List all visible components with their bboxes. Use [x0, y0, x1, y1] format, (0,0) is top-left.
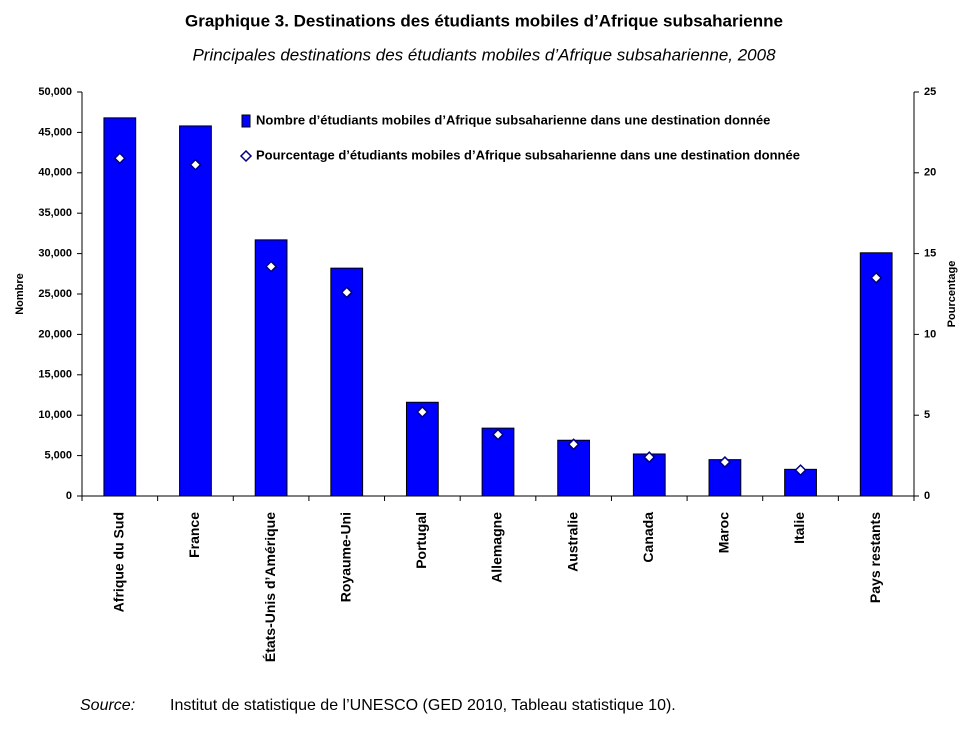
x-tick-label: Portugal — [413, 512, 429, 569]
marker — [794, 464, 807, 477]
y-tick-label: 40,000 — [38, 167, 72, 179]
marker — [491, 428, 505, 441]
x-tick-label: Italie — [791, 512, 807, 544]
y-tick-label: 20,000 — [38, 328, 72, 340]
y-axis-label: Nombre — [14, 273, 26, 315]
marker — [643, 451, 656, 464]
bar — [859, 252, 893, 497]
bar — [330, 267, 364, 497]
marker — [265, 260, 278, 273]
y2-tick-label: 20 — [924, 167, 936, 179]
y-tick-label: 0 — [66, 490, 72, 502]
chart-title: Graphique 3. Destinations des étudiants … — [185, 11, 783, 30]
source-label: Source: — [80, 697, 135, 714]
y2-tick-label: 15 — [924, 248, 936, 260]
marker — [340, 286, 353, 299]
y-tick-label: 5,000 — [44, 450, 72, 462]
x-tick-label: Australie — [564, 512, 580, 572]
y-tick-label: 25,000 — [38, 288, 72, 300]
legend-marker — [239, 149, 253, 163]
chart-subtitle: Principales destinations des étudiants m… — [192, 45, 776, 64]
x-tick-label: Allemagne — [489, 512, 505, 583]
y2-tick-label: 25 — [924, 86, 936, 98]
y-tick-label: 10,000 — [38, 409, 72, 421]
y-tick-label: 35,000 — [38, 207, 72, 219]
bar — [254, 239, 288, 497]
x-tick-label: France — [186, 512, 202, 558]
x-tick-label: Maroc — [716, 512, 732, 553]
y-tick-label: 50,000 — [38, 86, 72, 98]
legend-label: Nombre d’étudiants mobiles d’Afrique sub… — [256, 112, 770, 127]
y2-axis-label: Pourcentage — [946, 261, 958, 328]
x-tick-label: Canada — [640, 512, 656, 563]
y-tick-label: 30,000 — [38, 248, 72, 260]
y2-tick-label: 10 — [924, 328, 936, 340]
y-tick-label: 45,000 — [38, 126, 72, 138]
y2-tick-label: 0 — [924, 490, 930, 502]
source-text: Institut de statistique de l’UNESCO (GED… — [170, 697, 676, 714]
x-tick-label: Afrique du Sud — [111, 512, 127, 612]
marker — [189, 158, 202, 171]
y-tick-label: 15,000 — [38, 369, 72, 381]
marker — [416, 405, 429, 419]
x-tick-label: États-Unis d’Amérique — [262, 512, 278, 662]
marker — [718, 456, 731, 469]
legend-label: Pourcentage d’étudiants mobiles d’Afriqu… — [256, 147, 800, 162]
legend-swatch — [241, 114, 251, 128]
x-tick-label: Royaume-Uni — [337, 512, 353, 602]
marker — [113, 152, 126, 165]
marker — [567, 438, 580, 451]
bar — [103, 117, 137, 497]
y2-tick-label: 5 — [924, 409, 930, 421]
x-tick-label: Pays restants — [867, 512, 883, 603]
bar — [179, 125, 212, 497]
marker — [870, 271, 883, 284]
